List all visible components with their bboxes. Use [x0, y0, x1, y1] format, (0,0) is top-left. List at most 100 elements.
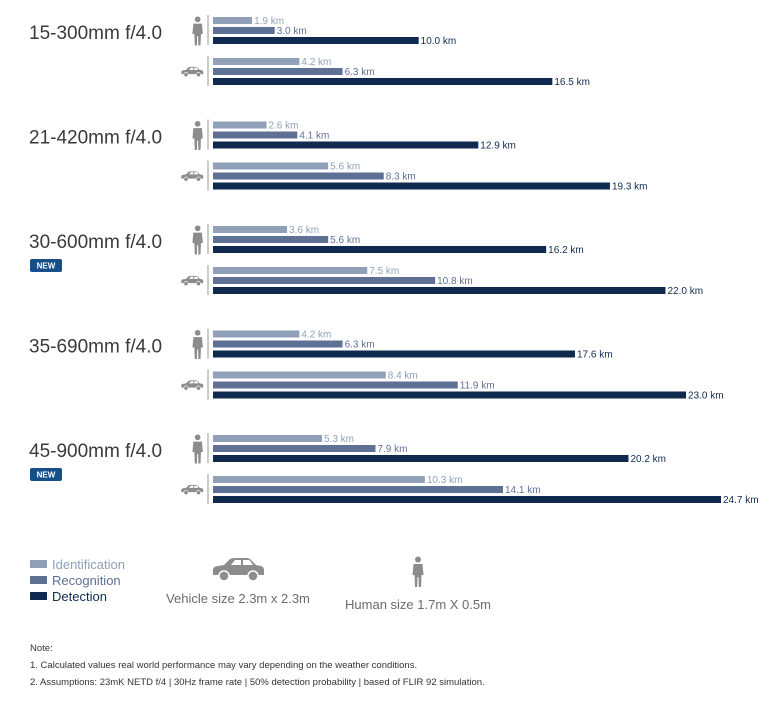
lens-1-human-recognition-bar: [213, 27, 275, 34]
lens-5-vehicle-identification-bar: [213, 476, 425, 483]
lens-1-vehicle-detection-bar: [213, 78, 553, 85]
identification-label: Identification: [52, 556, 125, 572]
lens-3-human-recognition-bar: [213, 236, 329, 243]
lens-4-vehicle-identification-bar: [213, 371, 386, 379]
lens-2-vehicle-identification-bar: [213, 162, 329, 170]
lens-2-human-recognition-bar: [213, 131, 298, 139]
notes-line-1: 1. Calculated values real world performa…: [30, 660, 418, 671]
lens-3-label: 30-600mm f/4.0: [29, 232, 162, 253]
lens-4-car-icon: [181, 380, 204, 391]
lens-3-human-identification-bar: [213, 226, 288, 233]
lens-1-human-detection-value: 10.0 km: [421, 36, 457, 47]
lens-3-vehicle-detection-value: 22.0 km: [667, 286, 703, 297]
car-icon: [213, 558, 264, 582]
notes-line-2: 2. Assumptions: 23mK NETD f/4 | 30Hz fra…: [30, 677, 485, 688]
lens-3-human-detection-bar: [213, 246, 547, 253]
human-size-legend: Human size 1.7m X 0.5m: [338, 556, 498, 612]
lens-1-vehicle-detection-value: 16.5 km: [554, 77, 590, 88]
person-icon: [412, 556, 424, 587]
lens-4-vehicle-recognition-value: 11.9 km: [460, 381, 495, 392]
vehicle-size-text: Vehicle size 2.3m x 2.3m: [166, 591, 310, 606]
lens-4-vehicle-identification-value: 8.4 km: [388, 371, 418, 382]
lens-4-vehicle-recognition-bar: [213, 381, 458, 389]
lens-5-car-icon: [181, 484, 204, 496]
lens-2-label: 21-420mm f/4.0: [29, 128, 162, 149]
human-size-text: Human size 1.7m X 0.5m: [345, 597, 491, 612]
lens-5-vehicle-detection-bar: [213, 496, 721, 503]
lens-1-human-recognition-value: 3.0 km: [277, 26, 307, 37]
lens-2-person-icon: [192, 120, 203, 150]
lens-3-vehicle-recognition-value: 10.8 km: [437, 276, 473, 287]
legend-item-identification: Identification: [30, 556, 125, 572]
lens-1-car-icon: [181, 66, 204, 78]
lens-4-human-identification-bar: [213, 330, 300, 338]
lens-2-vehicle-recognition-value: 8.3 km: [386, 172, 416, 183]
recognition-swatch: [30, 576, 47, 584]
lens-2-vehicle-detection-bar: [213, 182, 610, 190]
lens-4-human-detection-value: 17.6 km: [577, 350, 613, 361]
lens-2-human-identification-bar: [213, 121, 267, 129]
lens-5-human-recognition-bar: [213, 445, 376, 452]
lens-1-vehicle-recognition-value: 6.3 km: [345, 67, 375, 78]
lens-5-person-icon: [192, 434, 203, 464]
lens-3-vehicle-recognition-bar: [213, 277, 436, 284]
lens-2-human-recognition-value: 4.1 km: [299, 131, 329, 142]
lens-1-vehicle-recognition-bar: [213, 68, 343, 75]
lens-1-label: 15-300mm f/4.0: [29, 23, 162, 44]
lens-1-vehicle-identification-bar: [213, 58, 300, 65]
detection-label: Detection: [52, 588, 107, 604]
lens-2-human-detection-value: 12.9 km: [480, 141, 516, 152]
detection-swatch: [30, 592, 47, 600]
lens-3-vehicle-detection-bar: [213, 287, 666, 294]
lens-4-vehicle-detection-value: 23.0 km: [688, 391, 724, 402]
lens-5-vehicle-identification-value: 10.3 km: [427, 475, 463, 486]
notes: Note: 1. Calculated values real world pe…: [30, 640, 770, 691]
lens-5-label: 45-900mm f/4.0: [29, 441, 162, 462]
lens-3-human-recognition-value: 5.6 km: [330, 235, 360, 246]
vehicle-size-legend: Vehicle size 2.3m x 2.3m: [158, 556, 318, 606]
lens-4-person-icon: [192, 329, 203, 359]
lens-4-vehicle-detection-bar: [213, 391, 687, 399]
lens-3-new-badge-text: NEW: [37, 262, 56, 271]
lens-5-human-recognition-value: 7.9 km: [377, 444, 407, 455]
lens-2-human-detection-bar: [213, 141, 479, 149]
lens-4-human-recognition-value: 6.3 km: [345, 340, 375, 351]
lens-3-vehicle-identification-value: 7.5 km: [369, 266, 399, 277]
lens-3-new-badge: [30, 259, 62, 272]
lens-4-label: 35-690mm f/4.0: [29, 337, 162, 358]
lens-5-human-identification-value: 5.3 km: [324, 434, 354, 445]
lens-3-human-detection-value: 16.2 km: [548, 245, 584, 256]
legend-item-recognition: Recognition: [30, 572, 121, 588]
lens-5-human-detection-bar: [213, 455, 629, 462]
lens-5-vehicle-recognition-bar: [213, 486, 503, 493]
lens-3-person-icon: [192, 225, 203, 255]
range-chart: 15-300mm f/4.0 1.9 km3.0 km 10.0 km 4.2 km 6…: [29, 15, 759, 506]
lens-4-human-recognition-bar: [213, 340, 343, 348]
lens-5-human-identification-bar: [213, 435, 323, 442]
lens-3-vehicle-identification-bar: [213, 267, 368, 274]
lens-1-vehicle-identification-value: 4.2 km: [301, 57, 331, 68]
legend: Identification Recognition Detection Veh…: [30, 556, 770, 616]
lens-5-human-detection-value: 20.2 km: [630, 454, 666, 465]
notes-title: Note:: [30, 643, 53, 654]
lens-2-vehicle-identification-value: 5.6 km: [330, 162, 360, 173]
lens-2-vehicle-detection-value: 19.3 km: [612, 182, 648, 193]
recognition-label: Recognition: [52, 572, 121, 588]
lens-1-human-identification-value: 1.9 km: [254, 16, 284, 27]
lens-5-new-badge-text: NEW: [37, 471, 56, 480]
lens-5-vehicle-recognition-value: 14.1 km: [505, 485, 541, 496]
lens-3-car-icon: [181, 275, 204, 287]
lens-3-human-identification-value: 3.6 km: [289, 225, 319, 236]
lens-1-person-icon: [192, 16, 203, 46]
lens-4-human-detection-bar: [213, 350, 575, 358]
lens-2-car-icon: [181, 171, 204, 182]
identification-swatch: [30, 560, 47, 568]
legend-item-detection: Detection: [30, 588, 107, 604]
lens-5-vehicle-detection-value: 24.7 km: [723, 495, 759, 506]
lens-1-human-detection-bar: [213, 37, 419, 44]
lens-2-human-identification-value: 2.6 km: [268, 121, 298, 132]
lens-2-vehicle-recognition-bar: [213, 172, 384, 180]
lens-1-human-identification-bar: [213, 17, 253, 24]
lens-4-human-identification-value: 4.2 km: [301, 330, 331, 341]
lens-5-new-badge: [30, 468, 62, 481]
